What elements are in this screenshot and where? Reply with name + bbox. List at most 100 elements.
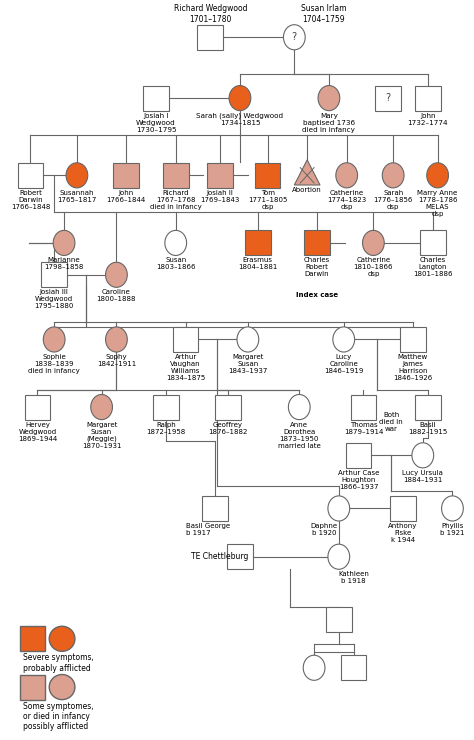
Bar (198, 24, 223, 50)
Text: Mary
baptised 1736
died in infancy: Mary baptised 1736 died in infancy (302, 112, 356, 132)
Ellipse shape (237, 327, 259, 352)
Text: Richard Wedgwood
1701–1780: Richard Wedgwood 1701–1780 (173, 4, 247, 24)
Bar (341, 655, 366, 680)
Ellipse shape (49, 675, 75, 699)
Bar (18, 163, 43, 188)
Text: Sophie
1838–1839
died in infancy: Sophie 1838–1839 died in infancy (28, 354, 80, 374)
Text: Hervey
Wedgwood
1869–1944: Hervey Wedgwood 1869–1944 (18, 422, 57, 442)
Text: Susan
1803–1866: Susan 1803–1866 (156, 258, 195, 270)
Ellipse shape (106, 327, 128, 352)
Bar (113, 163, 139, 188)
Text: Basil
1882–1915: Basil 1882–1915 (408, 422, 447, 434)
Text: Arthur Case
Houghton
1866–1937: Arthur Case Houghton 1866–1937 (338, 470, 379, 490)
Text: Matthew
James
Harrison
1846–1926: Matthew James Harrison 1846–1926 (393, 354, 433, 381)
Bar (346, 443, 372, 468)
Text: Lucy
Caroline
1846–1919: Lucy Caroline 1846–1919 (324, 354, 364, 374)
Ellipse shape (49, 626, 75, 651)
Bar (255, 163, 281, 188)
Text: Charles
Robert
Darwin: Charles Robert Darwin (304, 258, 330, 278)
Text: Arthur
Vaughan
Williams
1834–1875: Arthur Vaughan Williams 1834–1875 (166, 354, 205, 381)
Text: Caroline
1800–1888: Caroline 1800–1888 (97, 289, 136, 302)
Ellipse shape (333, 327, 355, 352)
Bar (143, 86, 169, 111)
Ellipse shape (43, 327, 65, 352)
Bar (326, 607, 352, 632)
Bar (41, 262, 67, 287)
Text: Susannah
1765–1817: Susannah 1765–1817 (57, 190, 97, 203)
Ellipse shape (336, 163, 357, 188)
Ellipse shape (303, 655, 325, 680)
Bar (163, 163, 189, 188)
Bar (153, 394, 179, 420)
Bar (351, 394, 376, 420)
Ellipse shape (66, 163, 88, 188)
Ellipse shape (382, 163, 404, 188)
Text: Margaret
Susan
1843–1937: Margaret Susan 1843–1937 (228, 354, 267, 374)
Text: ?: ? (386, 93, 391, 103)
Ellipse shape (106, 262, 128, 287)
Bar (304, 230, 330, 255)
Text: Index case: Index case (296, 292, 338, 298)
Ellipse shape (283, 24, 305, 50)
Text: Phyllis
b 1921: Phyllis b 1921 (440, 523, 465, 536)
Text: Margaret
Susan
(Meggie)
1870–1931: Margaret Susan (Meggie) 1870–1931 (82, 422, 121, 449)
Text: Robert
Darwin
1766–1848: Robert Darwin 1766–1848 (11, 190, 50, 210)
Text: Sophy
1842–1911: Sophy 1842–1911 (97, 354, 136, 367)
Text: TE Chettleburg: TE Chettleburg (191, 552, 248, 561)
Text: Catherine
1810–1866
dsp: Catherine 1810–1866 dsp (354, 258, 393, 278)
Bar (202, 496, 228, 521)
Bar (420, 230, 446, 255)
Text: John
1732–1774: John 1732–1774 (408, 112, 448, 126)
Ellipse shape (165, 230, 187, 255)
Text: Basil George
b 1917: Basil George b 1917 (186, 523, 230, 536)
Ellipse shape (328, 544, 350, 569)
Bar (173, 327, 199, 352)
Ellipse shape (229, 86, 251, 111)
Text: Both
died in
war: Both died in war (379, 412, 403, 432)
Ellipse shape (363, 230, 384, 255)
Ellipse shape (91, 394, 112, 420)
Text: Tom
1771–1805
dsp: Tom 1771–1805 dsp (248, 190, 287, 210)
Ellipse shape (318, 86, 340, 111)
Bar (245, 230, 271, 255)
Ellipse shape (328, 496, 350, 521)
Text: John
1766–1844: John 1766–1844 (107, 190, 146, 203)
Text: ?: ? (292, 33, 297, 42)
Text: Severe symptoms,
probably afflicted: Severe symptoms, probably afflicted (23, 653, 93, 673)
Text: Daphne
b 1920: Daphne b 1920 (310, 523, 337, 536)
Bar (19, 626, 46, 651)
Bar (415, 394, 441, 420)
Text: Josiah I
Wedgwood
1730–1795: Josiah I Wedgwood 1730–1795 (136, 112, 176, 132)
Text: Abortion: Abortion (292, 187, 322, 193)
Text: Anthony
Fiske
k 1944: Anthony Fiske k 1944 (388, 523, 418, 543)
Text: Erasmus
1804–1881: Erasmus 1804–1881 (238, 258, 277, 270)
Text: Thomas
1879–1914: Thomas 1879–1914 (344, 422, 383, 434)
Text: Charles
Langton
1801–1886: Charles Langton 1801–1886 (413, 258, 452, 278)
Text: Sarah (sally) Wedgwood
1734–1815: Sarah (sally) Wedgwood 1734–1815 (196, 112, 283, 126)
Ellipse shape (53, 230, 75, 255)
Bar (215, 394, 241, 420)
Bar (415, 86, 441, 111)
Text: Richard
1767–1768
died in infancy: Richard 1767–1768 died in infancy (150, 190, 201, 210)
Text: Catherine
1774–1823
dsp: Catherine 1774–1823 dsp (327, 190, 366, 210)
Ellipse shape (288, 394, 310, 420)
Ellipse shape (412, 443, 434, 468)
Bar (390, 496, 416, 521)
Bar (207, 163, 233, 188)
Ellipse shape (427, 163, 448, 188)
Text: Some symptomes,
or died in infancy
possibly afflicted: Some symptomes, or died in infancy possi… (23, 702, 93, 731)
Text: Ralph
1872–1958: Ralph 1872–1958 (146, 422, 185, 434)
Text: Anne
Dorothea
1873–1950
married late: Anne Dorothea 1873–1950 married late (278, 422, 320, 448)
Text: Marry Anne
1778–1786
MELAS
dsp: Marry Anne 1778–1786 MELAS dsp (418, 190, 458, 217)
Polygon shape (294, 160, 320, 185)
Text: Marianne
1798–1858: Marianne 1798–1858 (45, 258, 84, 270)
Text: Josiah II
1769–1843: Josiah II 1769–1843 (201, 190, 240, 203)
Text: Sarah
1776–1856
dsp: Sarah 1776–1856 dsp (374, 190, 413, 210)
Bar (25, 394, 50, 420)
Bar (19, 675, 46, 699)
Text: Kathleen
b 1918: Kathleen b 1918 (338, 571, 369, 584)
Text: Geoffrey
1876–1882: Geoffrey 1876–1882 (209, 422, 248, 434)
Bar (375, 86, 401, 111)
Ellipse shape (442, 496, 463, 521)
Text: Josiah III
Wedgwood
1795–1880: Josiah III Wedgwood 1795–1880 (35, 289, 74, 309)
